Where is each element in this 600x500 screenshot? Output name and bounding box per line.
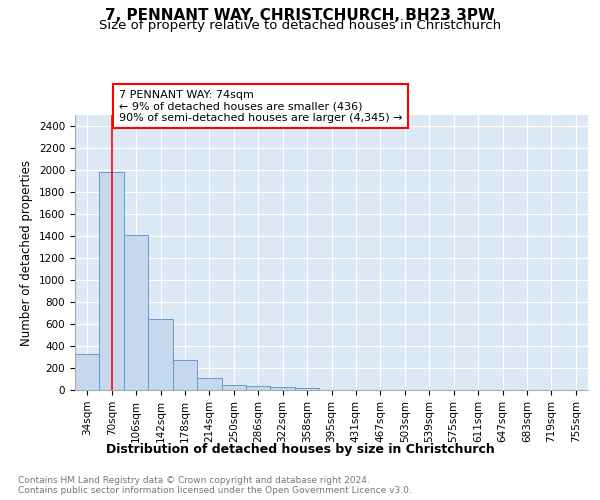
Bar bbox=[148, 318, 173, 390]
Bar bbox=[75, 354, 100, 390]
Text: 7, PENNANT WAY, CHRISTCHURCH, BH23 3PW: 7, PENNANT WAY, CHRISTCHURCH, BH23 3PW bbox=[105, 8, 495, 22]
Y-axis label: Number of detached properties: Number of detached properties bbox=[20, 160, 34, 346]
Bar bbox=[124, 235, 148, 390]
Bar bbox=[295, 388, 319, 390]
Bar bbox=[173, 360, 197, 390]
Bar bbox=[197, 378, 221, 390]
Text: Contains public sector information licensed under the Open Government Licence v3: Contains public sector information licen… bbox=[18, 486, 412, 495]
Text: Size of property relative to detached houses in Christchurch: Size of property relative to detached ho… bbox=[99, 19, 501, 32]
Bar bbox=[100, 172, 124, 390]
Bar bbox=[271, 386, 295, 390]
Text: 7 PENNANT WAY: 74sqm
← 9% of detached houses are smaller (436)
90% of semi-detac: 7 PENNANT WAY: 74sqm ← 9% of detached ho… bbox=[119, 90, 403, 122]
Bar bbox=[246, 386, 271, 390]
Text: Distribution of detached houses by size in Christchurch: Distribution of detached houses by size … bbox=[106, 442, 494, 456]
Text: Contains HM Land Registry data © Crown copyright and database right 2024.: Contains HM Land Registry data © Crown c… bbox=[18, 476, 370, 485]
Bar bbox=[221, 384, 246, 390]
